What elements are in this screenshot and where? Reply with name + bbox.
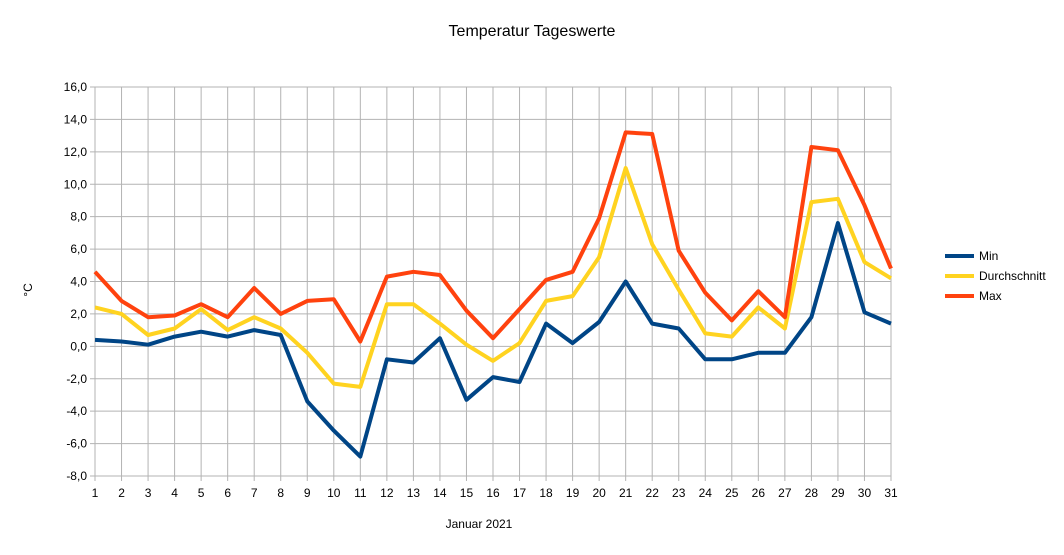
y-tick-label: 14,0 xyxy=(64,112,88,126)
x-axis-label: Januar 2021 xyxy=(446,517,513,531)
x-tick-label: 14 xyxy=(433,486,447,500)
x-tick-label: 1 xyxy=(92,486,99,500)
y-tick-label: 4,0 xyxy=(70,275,87,289)
x-tick-label: 22 xyxy=(646,486,660,500)
series-line-max xyxy=(93,130,893,344)
x-tick-label: 18 xyxy=(539,486,553,500)
x-tick-label: 19 xyxy=(566,486,580,500)
y-tick-label: 10,0 xyxy=(64,177,88,191)
x-tick-label: 21 xyxy=(619,486,633,500)
x-tick-label: 12 xyxy=(380,486,394,500)
x-tick-label: 24 xyxy=(699,486,713,500)
y-tick-label: -6,0 xyxy=(66,437,87,451)
y-tick-label: 8,0 xyxy=(70,210,87,224)
chart-title: Temperatur Tageswerte xyxy=(449,23,616,40)
x-tick-label: 13 xyxy=(407,486,421,500)
x-tick-label: 11 xyxy=(354,486,367,500)
legend-label-min: Min xyxy=(979,249,998,263)
x-tick-label: 5 xyxy=(198,486,205,500)
x-tick-label: 2 xyxy=(118,486,125,500)
x-tick-label: 20 xyxy=(592,486,606,500)
series-line-min xyxy=(94,221,892,459)
x-tick-label: 23 xyxy=(672,486,686,500)
y-tick-label: 0,0 xyxy=(70,339,87,353)
grid xyxy=(90,86,892,481)
y-axis-ticks: 16,0 14,0 12,0 10,0 8,0 6,0 4,0 2,0 0,0 -2,0 -4,0 -… xyxy=(64,80,88,483)
legend: Min Durchschnitt Max xyxy=(945,249,1046,303)
y-tick-label: 16,0 xyxy=(64,80,88,94)
x-tick-label: 29 xyxy=(831,486,845,500)
y-axis-label: °C xyxy=(21,283,35,297)
legend-label-durchschnitt: Durchschnitt xyxy=(979,269,1046,283)
legend-label-max: Max xyxy=(979,289,1002,303)
x-tick-label: 26 xyxy=(752,486,766,500)
x-tick-label: 4 xyxy=(171,486,178,500)
y-tick-label: -4,0 xyxy=(66,404,87,418)
x-tick-label: 3 xyxy=(145,486,152,500)
x-tick-label: 7 xyxy=(251,486,258,500)
x-tick-label: 6 xyxy=(224,486,231,500)
x-tick-label: 15 xyxy=(460,486,474,500)
x-tick-label: 8 xyxy=(277,486,284,500)
series-lines xyxy=(93,130,893,459)
y-tick-label: -8,0 xyxy=(66,469,87,483)
series-line-durchschnitt xyxy=(94,166,893,389)
x-tick-label: 16 xyxy=(486,486,500,500)
x-tick-label: 9 xyxy=(304,486,311,500)
y-tick-label: 2,0 xyxy=(70,307,87,321)
y-tick-label: -2,0 xyxy=(66,372,87,386)
x-tick-label: 31 xyxy=(884,486,898,500)
x-tick-label: 17 xyxy=(513,486,527,500)
x-tick-label: 25 xyxy=(725,486,739,500)
x-tick-label: 28 xyxy=(805,486,819,500)
y-tick-label: 6,0 xyxy=(70,242,87,256)
x-tick-label: 10 xyxy=(327,486,341,500)
x-axis-ticks: 1 2 3 4 5 6 7 8 9 10 11 12 13 14 15 16 17 18 19 20 21 22 23 24 2… xyxy=(92,486,898,500)
x-tick-label: 30 xyxy=(858,486,872,500)
y-tick-label: 12,0 xyxy=(64,145,88,159)
x-tick-label: 27 xyxy=(778,486,792,500)
